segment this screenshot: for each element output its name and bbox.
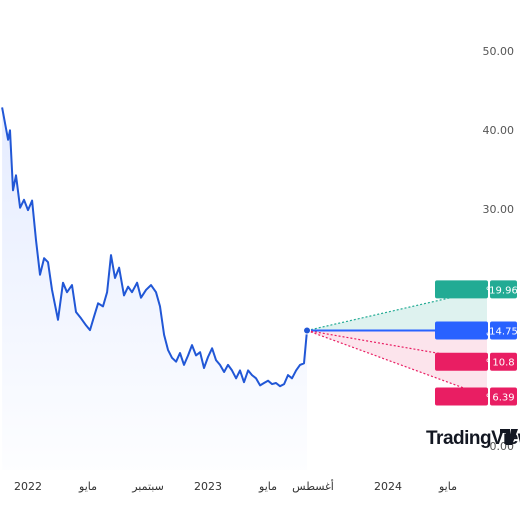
forecast-down-fill: [307, 330, 487, 397]
forecast-label: الاشتراك الحالي14.75: [435, 321, 520, 340]
logo: TradingView: [426, 428, 520, 449]
logo-icon: [500, 429, 518, 445]
last-point: [303, 326, 312, 335]
x-tick-label: 2022: [14, 480, 42, 493]
forecast-label: أدنى-56.68%6.39: [435, 387, 520, 406]
x-tick-label: سبتمبر: [131, 480, 164, 493]
price-label: 6.39: [492, 393, 514, 404]
y-tick-label: 30.00: [483, 203, 515, 216]
x-tick-label: أغسطس: [292, 479, 334, 493]
area-fill: [2, 107, 308, 471]
price-line: [1, 107, 308, 388]
forecast-label: متوسط-26.79%10.8: [435, 352, 520, 371]
forecast-label-box: [435, 280, 488, 299]
forecast-label-box: [435, 352, 488, 371]
forecast-label-box: [435, 387, 488, 406]
price-label-box: [490, 321, 517, 340]
price-label-box: [490, 387, 517, 406]
y-tick-label: 40.00: [483, 124, 515, 137]
price-label: 14.75: [489, 327, 518, 338]
x-tick-label: مايو: [438, 480, 457, 493]
y-tick-label: 50.00: [483, 45, 515, 58]
price-label-box: [490, 352, 517, 371]
x-tick-label: مايو: [78, 480, 97, 493]
x-tick-label: 2023: [194, 480, 222, 493]
x-tick-label: مايو: [258, 480, 277, 493]
forecast-label-box: [435, 321, 488, 340]
forecast-label: أقصى+35.32%19.96: [435, 280, 520, 299]
price-label: 19.96: [489, 285, 518, 296]
price-label: 10.8: [492, 358, 514, 369]
x-tick-label: 2024: [374, 480, 402, 493]
price-label-box: [490, 280, 517, 299]
